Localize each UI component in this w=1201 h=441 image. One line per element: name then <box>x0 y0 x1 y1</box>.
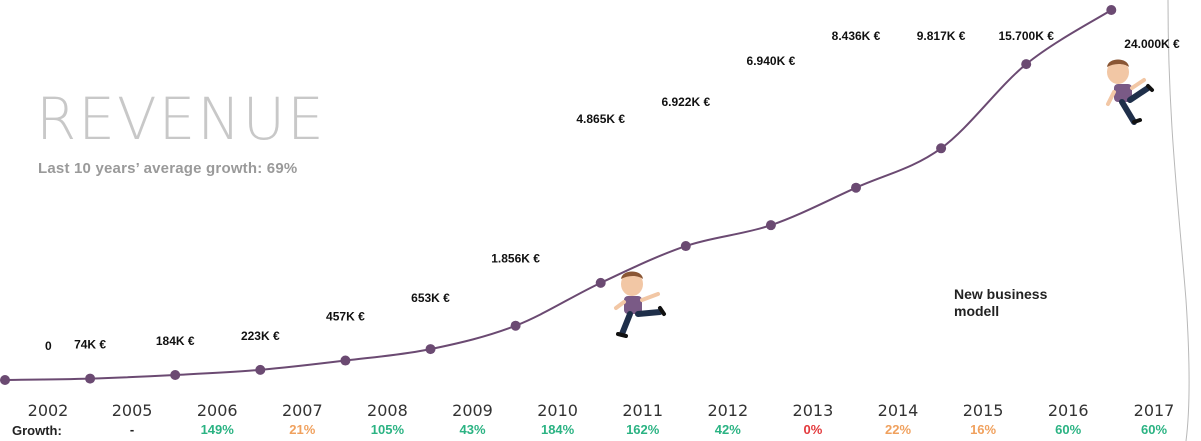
growth-label-2008: 105% <box>371 422 405 437</box>
data-point-2005 <box>85 373 96 384</box>
growth-row-title: Growth: <box>12 423 62 438</box>
climbing-man-illustration-top <box>1106 59 1154 125</box>
growth-label-2009: 43% <box>459 422 485 437</box>
series-line-layer <box>4 9 1112 381</box>
year-label-layer: 2002 2005 2006 2007 2008 2009 2010 2011 2012 2013… <box>28 401 1175 420</box>
growth-label-2012: 42% <box>715 422 741 437</box>
value-label-2016: 15.700K € <box>999 29 1055 43</box>
value-label-2014: 8.436K € <box>832 29 881 43</box>
data-point-2012 <box>680 241 691 252</box>
data-point-2011 <box>595 277 606 288</box>
data-point-2002 <box>0 375 10 385</box>
chart-title: REVENUE <box>36 85 326 153</box>
year-label-2017: 2017 <box>1134 401 1175 420</box>
year-label-2006: 2006 <box>197 401 238 420</box>
year-label-2009: 2009 <box>452 401 493 420</box>
data-point-2017 <box>1106 5 1117 15</box>
revenue-series-line <box>4 9 1112 381</box>
data-point-2014 <box>851 182 861 193</box>
data-point-2007 <box>255 364 266 375</box>
growth-label-2017: 60% <box>1141 422 1167 437</box>
value-label-2005: 74K € <box>74 338 106 352</box>
climbing-man-illustration <box>614 271 666 338</box>
data-point-2008 <box>340 355 351 366</box>
year-label-2005: 2005 <box>112 401 153 420</box>
year-label-2016: 2016 <box>1048 401 1089 420</box>
growth-label-2013: 0% <box>804 422 823 437</box>
year-label-2013: 2013 <box>793 401 834 420</box>
data-point-2009 <box>425 344 436 355</box>
data-point-2010 <box>510 320 521 331</box>
growth-label-2016: 60% <box>1055 422 1081 437</box>
growth-label-2010: 184% <box>541 422 575 437</box>
year-label-2012: 2012 <box>707 401 748 420</box>
growth-label-2011: 162% <box>626 422 660 437</box>
year-label-2015: 2015 <box>963 401 1004 420</box>
year-label-2007: 2007 <box>282 401 323 420</box>
value-label-2002: 0 <box>45 339 52 353</box>
chart-subtitle: Last 10 years’ average growth: 69% <box>38 160 298 177</box>
growth-label-2015: 16% <box>970 422 996 437</box>
growth-label-2005: - <box>130 422 134 437</box>
decorative-edge-curve <box>1167 0 1190 441</box>
data-point-2006 <box>170 369 181 380</box>
growth-label-layer: Growth: - 149% 21% 105% 43% 184% 162% 42% 0% 22% 1… <box>12 422 1167 438</box>
marker-layer <box>0 5 1117 385</box>
value-label-2015: 9.817K € <box>917 29 966 43</box>
data-point-2015 <box>936 143 947 154</box>
value-label-2011: 4.865K € <box>576 112 625 126</box>
value-label-2017: 24.000K € <box>1124 37 1180 51</box>
year-label-2014: 2014 <box>878 401 919 420</box>
annotation-new-business: New business modell <box>954 286 1094 320</box>
value-label-2012: 6.922K € <box>661 95 710 109</box>
data-point-2016 <box>1021 59 1032 70</box>
value-label-2007: 223K € <box>241 329 280 343</box>
data-point-2013 <box>765 220 776 231</box>
year-label-2008: 2008 <box>367 401 408 420</box>
value-label-layer: 0 74K € 184K € 223K € 457K € 653K € 1.856K € 4.… <box>45 29 1180 353</box>
value-label-2008: 457K € <box>326 310 365 324</box>
growth-label-2014: 22% <box>885 422 911 437</box>
value-label-2013: 6.940K € <box>747 54 796 68</box>
year-label-2011: 2011 <box>622 401 663 420</box>
value-label-2009: 653K € <box>411 291 450 305</box>
annotation-line-2: modell <box>954 303 1000 319</box>
year-label-2010: 2010 <box>537 401 578 420</box>
value-label-2010: 1.856K € <box>491 252 540 266</box>
growth-label-2007: 21% <box>289 422 315 437</box>
annotation-line-1: New business <box>954 286 1048 302</box>
growth-label-2006: 149% <box>201 422 235 437</box>
value-label-2006: 184K € <box>156 334 195 348</box>
year-label-2002: 2002 <box>28 401 69 420</box>
